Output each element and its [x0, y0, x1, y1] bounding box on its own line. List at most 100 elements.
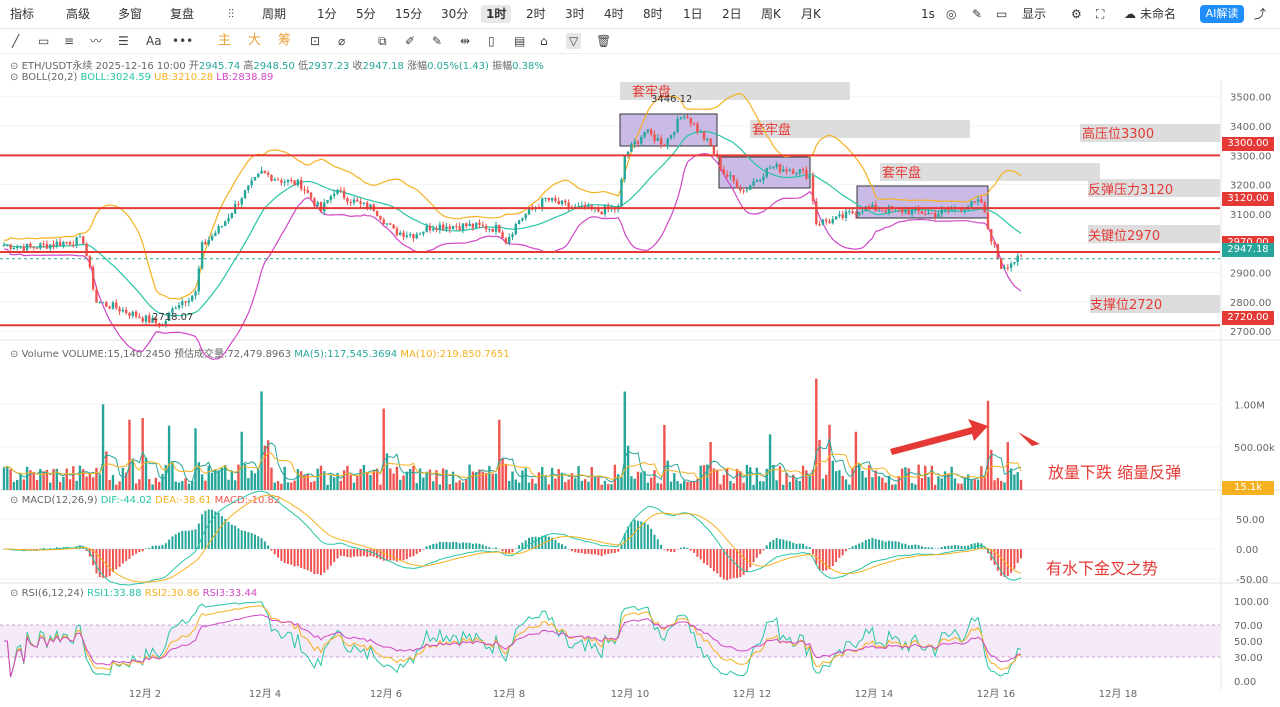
tf-15m[interactable]: 15分	[395, 7, 423, 21]
volume-bar	[415, 483, 418, 490]
candle-body	[366, 202, 369, 209]
volume-bar	[128, 419, 131, 490]
tf-8h[interactable]: 8时	[643, 7, 663, 21]
rsi-pane: 100.00 70.00 50.00 30.00 0.00	[0, 597, 1269, 688]
share-icon[interactable]: ⤴	[1254, 7, 1267, 21]
multi-window-button[interactable]: 多窗	[118, 7, 143, 21]
pen-icon[interactable]: ✎	[972, 7, 983, 21]
eraser-icon[interactable]: ⌀	[338, 34, 346, 48]
volume-bar	[914, 484, 917, 490]
macd-histogram-bar	[333, 549, 336, 563]
macd-histogram-bar	[825, 549, 828, 571]
more-tools-button[interactable]: •••	[172, 34, 194, 48]
macd-histogram-bar	[937, 548, 940, 549]
chart-type-icon[interactable]: ⫶⫶	[228, 7, 235, 21]
macd-histogram-bar	[49, 548, 52, 549]
volume-bar	[105, 451, 108, 490]
candle-body	[722, 169, 726, 175]
volume-bar	[527, 482, 531, 490]
tag-icon[interactable]: ⌂	[540, 34, 548, 48]
macd-histogram-bar	[356, 549, 359, 557]
macd-histogram-bar	[359, 549, 362, 557]
tf-1d[interactable]: 1日	[683, 7, 703, 21]
display-button[interactable]: 显示	[1022, 7, 1047, 21]
tf-week[interactable]: 周K	[761, 7, 781, 21]
text-tool-button[interactable]: Aa	[146, 34, 162, 48]
copy-icon[interactable]: ⧉	[378, 34, 387, 48]
rectangle-icon[interactable]: ▭	[38, 34, 50, 48]
candle-body	[412, 234, 415, 239]
chips-button[interactable]: 筹	[278, 33, 292, 48]
tf-30m[interactable]: 30分	[441, 7, 469, 21]
layout-name[interactable]: 未命名	[1140, 7, 1177, 21]
wave-icon[interactable]: 〰	[90, 34, 103, 48]
macd-histogram-bar	[848, 548, 851, 549]
tf-2d[interactable]: 2日	[722, 7, 742, 21]
replay-button[interactable]: 复盘	[170, 7, 195, 21]
macd-histogram-bar	[293, 549, 296, 567]
candle-body	[309, 192, 313, 199]
tf-2h[interactable]: 2时	[526, 7, 546, 21]
measure-icon[interactable]: ⇹	[460, 34, 471, 48]
hlines-icon[interactable]: ≡	[64, 34, 75, 48]
rsi-tick-label: 0.00	[1234, 677, 1256, 688]
candle-body	[141, 317, 144, 322]
candle-body	[831, 219, 834, 224]
macd-histogram-bar	[240, 530, 243, 549]
tf-3h[interactable]: 3时	[565, 7, 585, 21]
tf-5m[interactable]: 5分	[356, 7, 376, 21]
main-button[interactable]: 主	[218, 33, 232, 48]
note-icon[interactable]: ▤	[514, 34, 526, 48]
volume-bar	[111, 474, 115, 490]
candle-body	[1016, 255, 1019, 263]
tf-1m[interactable]: 1分	[317, 7, 337, 21]
volume-bar	[101, 404, 105, 490]
clipboard-icon[interactable]: ▯	[488, 34, 495, 48]
volume-bar	[626, 445, 630, 490]
volume-bar	[276, 481, 280, 490]
speed-label[interactable]: 1s	[921, 7, 935, 21]
ai-interpret-button[interactable]: AI解读	[1200, 5, 1244, 23]
macd-histogram-bar	[154, 545, 157, 549]
volume-bar	[1006, 442, 1009, 490]
volume-bar	[636, 471, 640, 490]
tf-4h[interactable]: 4时	[604, 7, 624, 21]
macd-histogram-bar	[445, 541, 448, 549]
settings-icon[interactable]: ⚙	[1071, 7, 1082, 21]
key-level-2970-label: 关键位2970	[1088, 229, 1161, 244]
filter-icon[interactable]: ▽	[566, 33, 582, 49]
macd-histogram-bar	[1013, 549, 1016, 569]
big-button[interactable]: 大	[248, 33, 262, 48]
trendline-icon[interactable]: ╱	[12, 34, 20, 48]
volume-bar	[719, 484, 722, 490]
volume-bar	[610, 484, 613, 490]
macd-histogram-bar	[911, 545, 914, 549]
brush-icon[interactable]: ✐	[405, 34, 416, 48]
camera-icon[interactable]: ◎	[946, 7, 957, 21]
trash-icon[interactable]: 🗑	[596, 34, 612, 48]
layout-icon[interactable]: ▭	[996, 7, 1008, 21]
macd-histogram-bar	[494, 547, 497, 549]
macd-histogram-bar	[306, 549, 309, 571]
tf-month[interactable]: 月K	[801, 7, 821, 21]
tf-1h[interactable]: 1时	[481, 5, 512, 23]
candle-body	[369, 204, 372, 209]
candle-body	[821, 219, 825, 225]
advanced-button[interactable]: 高级	[66, 7, 91, 21]
magnet-icon[interactable]: ⊡	[310, 34, 321, 48]
macd-histogram-bar	[250, 533, 253, 549]
indicator-button[interactable]: 指标	[10, 7, 35, 21]
macd-histogram-bar	[643, 522, 646, 549]
volume-bar	[12, 481, 16, 490]
fib-icon[interactable]: ☰	[118, 34, 129, 48]
volume-bar	[920, 478, 924, 490]
volume-bar	[402, 475, 405, 490]
highlighter-icon[interactable]: ✎	[432, 34, 443, 48]
period-button[interactable]: 周期	[262, 7, 287, 21]
candle-body	[52, 244, 55, 247]
volume-bar	[16, 479, 19, 490]
price-tick-label: 2700.00	[1230, 327, 1271, 338]
volume-bar	[884, 482, 887, 490]
fullscreen-icon[interactable]: ⛶	[1096, 7, 1105, 21]
